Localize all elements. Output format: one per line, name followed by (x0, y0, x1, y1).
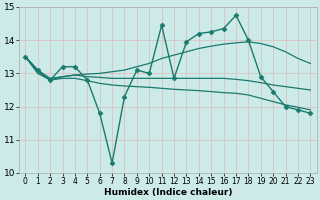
X-axis label: Humidex (Indice chaleur): Humidex (Indice chaleur) (104, 188, 232, 197)
